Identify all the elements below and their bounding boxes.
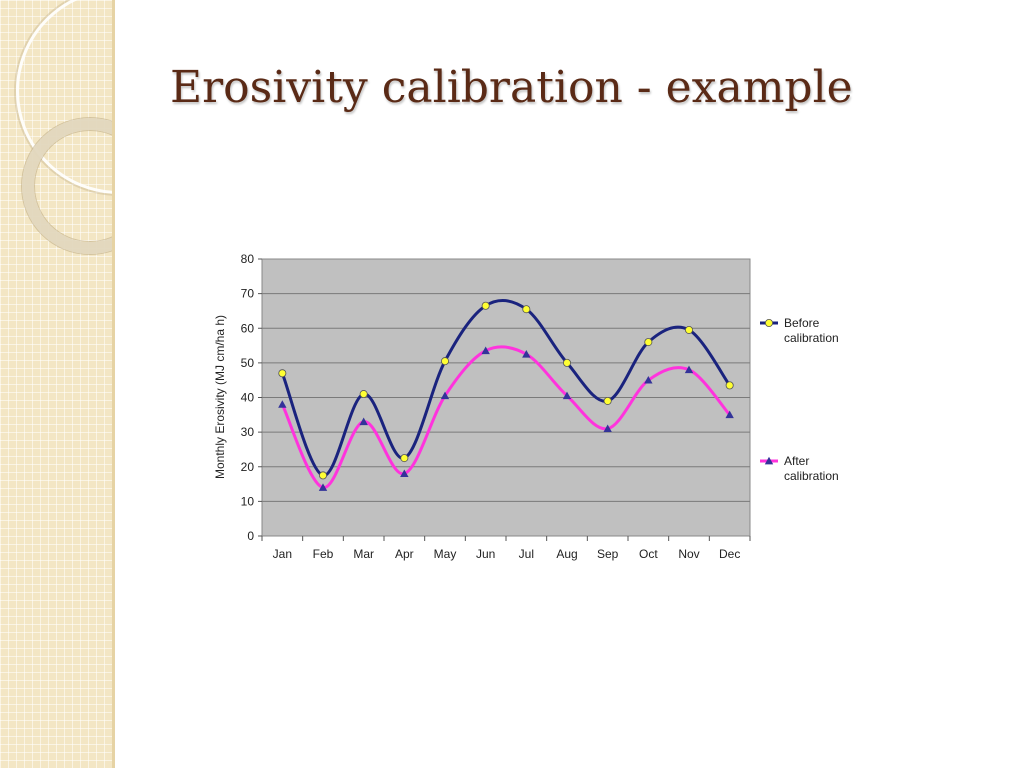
y-tick-label: 0 (247, 529, 254, 543)
data-point-after (278, 400, 287, 408)
legend-swatch-marker (764, 456, 774, 465)
data-point-before (440, 357, 449, 366)
data-point-after (481, 346, 490, 355)
x-tick-label: Dec (719, 547, 740, 561)
grid-lines (262, 293, 750, 502)
data-point-before (319, 471, 328, 480)
y-tick-label: 60 (241, 321, 255, 335)
decorative-side-panel (0, 0, 112, 768)
x-tick-label: Jul (519, 547, 534, 561)
x-tick-label: May (434, 547, 457, 561)
x-tick-label: Apr (395, 547, 414, 561)
data-point-before (359, 390, 368, 399)
legend-label: After (784, 454, 809, 468)
data-point-after (440, 391, 450, 400)
data-point-after (400, 469, 409, 478)
data-point-before (522, 305, 531, 314)
data-point-after (603, 424, 612, 433)
data-point-before (278, 369, 287, 378)
data-point-before (603, 396, 612, 405)
data-point-after (644, 375, 653, 384)
y-axis: 0 10 20 30 40 50 60 70 80 (241, 252, 262, 543)
data-point-after (318, 483, 328, 491)
data-point-after (725, 410, 734, 419)
data-point-before (481, 301, 490, 310)
x-tick-label: Jun (476, 547, 495, 561)
y-tick-label: 40 (241, 391, 255, 405)
legend-label: calibration (784, 469, 839, 483)
y-tick-label: 10 (241, 494, 255, 508)
side-panel-edge (112, 0, 115, 768)
x-tick-label: Aug (556, 547, 577, 561)
y-tick-label: 70 (241, 287, 255, 301)
x-tick-label: Jan (273, 547, 292, 561)
x-tick-label: Mar (353, 547, 374, 561)
y-tick-label: 80 (241, 252, 255, 266)
data-point-after (562, 391, 572, 400)
data-point-after (684, 365, 694, 374)
data-point-before (725, 381, 734, 390)
erosivity-line-chart: 0 10 20 30 40 50 60 70 80 Jan Feb Mar Apr May Jun Jul A… (213, 252, 839, 561)
data-point-after (522, 350, 531, 358)
x-tick-label: Feb (313, 547, 334, 561)
data-point-before (644, 338, 653, 347)
x-tick-label: Sep (597, 547, 619, 561)
series-layer (278, 299, 734, 491)
legend-swatch-marker (765, 319, 774, 328)
y-tick-label: 50 (241, 356, 255, 370)
y-tick-label: 20 (241, 460, 255, 474)
data-point-after (359, 417, 368, 426)
legend-label: Before (784, 316, 820, 330)
y-axis-label: Monthly Erosivity (MJ cm/ha h) (213, 315, 227, 479)
legend-label: calibration (784, 331, 839, 345)
slide-title: Erosivity calibration - example (170, 62, 853, 113)
data-point-before (400, 454, 409, 463)
x-tick-label: Oct (639, 547, 658, 561)
x-tick-label: Nov (678, 547, 699, 561)
data-point-before (684, 325, 693, 334)
data-point-before (562, 358, 571, 367)
x-axis: Jan Feb Mar Apr May Jun Jul Aug Sep Oct Nov Dec (261, 536, 751, 561)
y-tick-label: 30 (241, 425, 255, 439)
